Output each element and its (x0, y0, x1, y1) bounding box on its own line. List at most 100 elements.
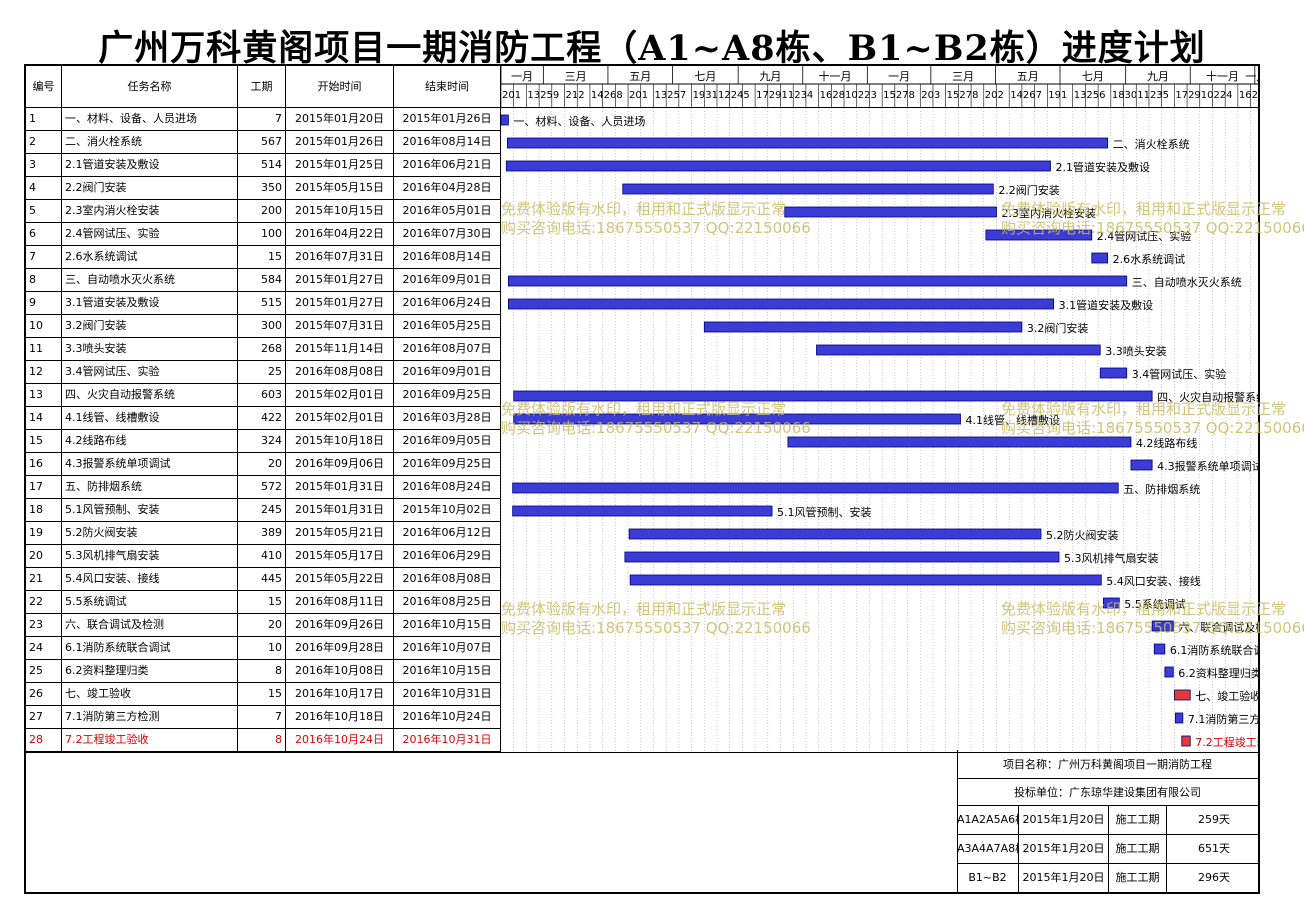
task-id-cell: 23 (26, 614, 62, 637)
day-label: 28 (832, 90, 845, 101)
task-bar[interactable] (513, 413, 961, 425)
task-id-cell: 20 (26, 545, 62, 568)
task-bar[interactable] (816, 344, 1101, 356)
task-bar[interactable] (787, 436, 1132, 448)
task-name-cell: 七、竣工验收 (62, 683, 238, 706)
day-label: 10 (845, 90, 858, 101)
task-start-cell: 2016年08月11日 (286, 591, 394, 614)
task-duration-cell: 300 (238, 315, 286, 338)
task-bar[interactable] (1103, 597, 1120, 609)
task-duration-cell: 567 (238, 131, 286, 154)
task-bar[interactable] (1151, 620, 1174, 632)
task-end-cell: 2016年09月05日 (394, 430, 501, 453)
info-date-cell: 2015年1月20日 (1019, 835, 1109, 864)
day-label: 1 (642, 90, 648, 101)
day-label: 14 (1010, 90, 1023, 101)
task-name-cell: 7.2工程竣工验收 (62, 729, 238, 752)
task-bar[interactable] (703, 321, 1023, 333)
day-label: 24 (731, 90, 744, 101)
task-bar[interactable] (629, 574, 1102, 586)
day-label: 20 (921, 90, 934, 101)
task-bar[interactable] (506, 137, 1109, 149)
task-end-cell: 2016年10月15日 (394, 660, 501, 683)
task-name-cell: 一、材料、设备、人员进场 (62, 108, 238, 131)
task-duration-cell: 8 (238, 660, 286, 683)
task-bar[interactable] (624, 551, 1060, 563)
task-bar[interactable] (1173, 689, 1191, 701)
day-label: 19 (693, 90, 706, 101)
task-bar[interactable] (512, 505, 773, 517)
task-bar[interactable] (1091, 252, 1109, 264)
month-label: 一月 (511, 70, 533, 83)
task-bar-label: 3.1管道安装及敷设 (1059, 298, 1154, 312)
day-label: 13 (654, 90, 667, 101)
task-duration-cell: 324 (238, 430, 286, 453)
task-id-cell: 27 (26, 706, 62, 729)
task-bar[interactable] (1099, 367, 1128, 379)
task-start-cell: 2015年01月26日 (286, 131, 394, 154)
task-name-cell: 5.2防火阀安装 (62, 522, 238, 545)
table-bottom-line (26, 752, 1258, 753)
task-id-cell: 19 (26, 522, 62, 545)
header-start: 开始时间 (286, 66, 394, 108)
task-bar-label: 6.2资料整理归类 (1178, 666, 1258, 680)
info-days-cell: 651天 (1167, 835, 1258, 864)
task-bar-label: 3.4管网试压、实验 (1132, 367, 1227, 381)
task-end-cell: 2016年10月15日 (394, 614, 501, 637)
task-duration-cell: 10 (238, 637, 286, 660)
info-date-cell: 2015年1月20日 (1019, 806, 1109, 835)
day-label: 19 (1048, 90, 1061, 101)
day-label: 3 (934, 90, 940, 101)
day-label: 12 (718, 90, 731, 101)
day-label: 27 (959, 90, 972, 101)
day-label: 2 (997, 90, 1003, 101)
task-start-cell: 2016年10月17日 (286, 683, 394, 706)
task-bar[interactable] (500, 114, 509, 126)
task-bar-label: 5.3风机排气扇安装 (1064, 551, 1159, 565)
task-bar[interactable] (1153, 643, 1166, 655)
task-id-cell: 10 (26, 315, 62, 338)
task-start-cell: 2016年04月22日 (286, 223, 394, 246)
task-bar[interactable] (622, 183, 994, 195)
info-label-cell: 施工工期 (1109, 864, 1167, 893)
task-bar[interactable] (1181, 735, 1191, 747)
task-bar-label: 2.1管道安装及敷设 (1055, 160, 1150, 174)
task-end-cell: 2016年08月07日 (394, 338, 501, 361)
day-label: 29 (769, 90, 782, 101)
task-start-cell: 2015年07月31日 (286, 315, 394, 338)
task-name-cell: 5.1风管预制、安装 (62, 499, 238, 522)
task-bar[interactable] (628, 528, 1042, 540)
task-bar[interactable] (1130, 459, 1153, 471)
gantt-chart: 20 1 13 25 9 21 2 14 26 8 20 1 13 25 7 19 31 12 24 5 17 29 11 2… (500, 66, 1258, 752)
task-duration-cell: 8 (238, 729, 286, 752)
task-bar[interactable] (505, 160, 1051, 172)
task-bar[interactable] (784, 206, 997, 218)
month-label: 一月 (888, 70, 910, 83)
info-label-cell: 施工工期 (1109, 835, 1167, 864)
task-bar[interactable] (985, 229, 1093, 241)
task-bar[interactable] (508, 275, 1128, 287)
task-bar-label: 三、自动喷水灭火系统 (1132, 276, 1242, 289)
task-bar[interactable] (513, 390, 1153, 402)
task-id-cell: 6 (26, 223, 62, 246)
task-duration-cell: 445 (238, 568, 286, 591)
task-id-cell: 15 (26, 430, 62, 453)
day-label: 31 (705, 90, 718, 101)
header-duration: 工期 (238, 66, 286, 108)
task-end-cell: 2016年06月12日 (394, 522, 501, 545)
task-bar[interactable] (1175, 712, 1184, 724)
task-bar[interactable] (508, 298, 1055, 310)
task-bar[interactable] (1164, 666, 1174, 678)
task-bar[interactable] (512, 482, 1119, 494)
month-label: 七月 (1082, 70, 1104, 83)
task-end-cell: 2016年05月01日 (394, 200, 501, 223)
month-label: 三月 (565, 70, 587, 83)
day-label: 13 (1074, 90, 1087, 101)
task-start-cell: 2016年10月08日 (286, 660, 394, 683)
task-start-cell: 2015年05月22日 (286, 568, 394, 591)
day-label: 27 (896, 90, 909, 101)
page-title: 广州万科黄阁项目一期消防工程（A1~A8栋、B1~B2栋）进度计划 (98, 28, 1206, 69)
task-end-cell: 2016年10月31日 (394, 683, 501, 706)
day-label: 15 (947, 90, 960, 101)
day-label: 17 (1175, 90, 1188, 101)
